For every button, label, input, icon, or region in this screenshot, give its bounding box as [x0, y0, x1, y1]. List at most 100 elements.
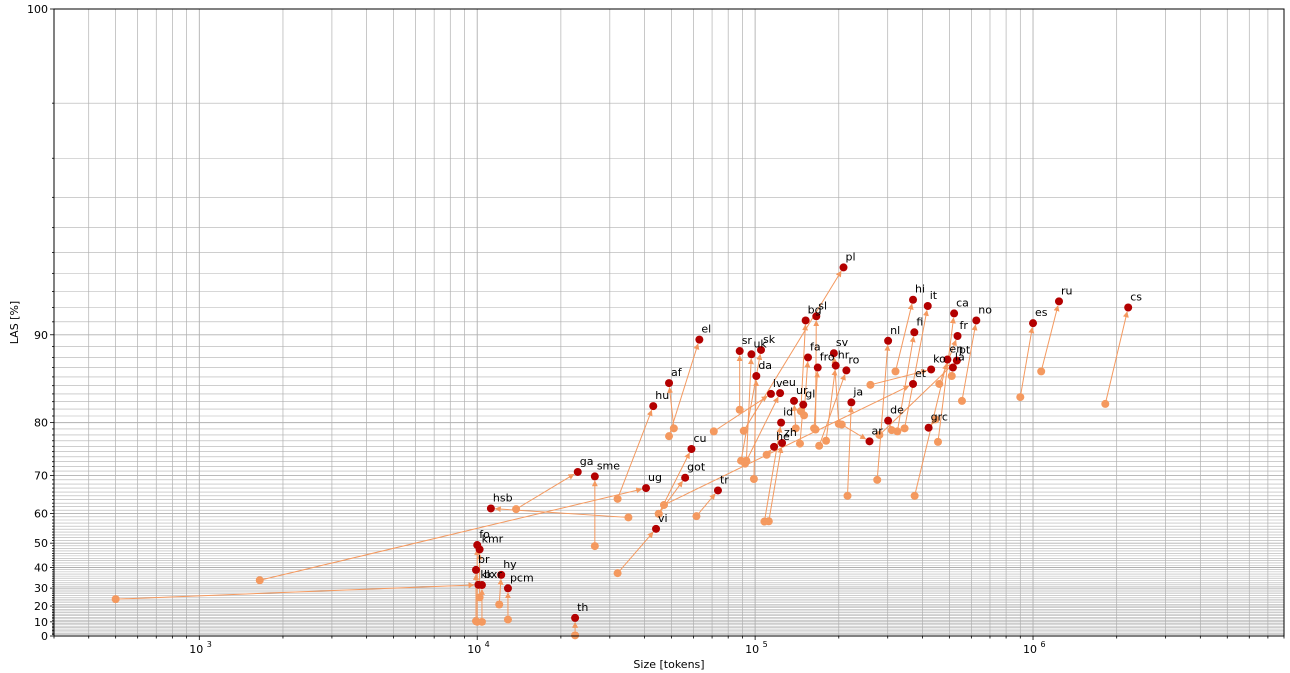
arrow-el: [668, 343, 700, 437]
point-before-hy: [495, 600, 504, 609]
point-before-pcm: [503, 615, 512, 624]
y-tick-label: 50: [34, 537, 48, 550]
x-axis-label: Size [tokens]: [633, 658, 704, 671]
arrow-hu: [617, 409, 653, 500]
point-label-it: it: [930, 289, 938, 302]
arrow-hy: [497, 578, 504, 605]
point-label-hi: hi: [915, 283, 925, 296]
arrow-ga: [515, 473, 575, 510]
point-label-kk: kk: [480, 568, 493, 581]
point-after-hu: [649, 402, 658, 411]
point-before-el: [665, 432, 674, 441]
point-label-sv: sv: [836, 336, 849, 349]
arrow-es: [1019, 327, 1035, 398]
arrow-it: [904, 309, 929, 429]
point-after-da: [752, 372, 761, 381]
point-label-id: id: [783, 406, 793, 419]
point-label-cs: cs: [1130, 291, 1142, 304]
point-label-hr: hr: [838, 349, 850, 362]
arrow-ug: [259, 487, 643, 581]
point-after-id: [777, 418, 786, 427]
point-before-tr: [692, 512, 701, 521]
point-after-ur: [789, 396, 798, 405]
point-before-pt: [875, 430, 884, 439]
point-before-grc: [931, 415, 940, 424]
point-after-hi: [909, 295, 918, 304]
arrow-nl: [876, 344, 891, 480]
point-after-vi: [652, 524, 661, 533]
y-axis: 010 20 30 40 50 60 70 80 90 100: [27, 3, 54, 643]
point-after-gl: [799, 400, 808, 409]
point-label-tr: tr: [720, 473, 729, 486]
arrow-eu: [744, 396, 779, 464]
point-before-eu: [741, 459, 750, 468]
point-after-tr: [713, 486, 722, 495]
point-after-th: [571, 613, 580, 622]
point-label-af: af: [671, 366, 683, 379]
arrow-pl: [743, 270, 842, 432]
point-label-kmr: kmr: [482, 532, 504, 545]
point-label-fa: fa: [810, 340, 821, 353]
point-before-hsb: [624, 513, 633, 522]
arrow-ca: [937, 317, 956, 442]
point-before-pl: [739, 426, 748, 435]
point-before-kmr: [475, 593, 484, 602]
point-before-lv: [709, 427, 718, 436]
x-tick-label: 10: [189, 643, 203, 656]
point-before-da: [749, 474, 758, 483]
point-label-gl: gl: [805, 388, 815, 401]
x-tick-exponent: 6: [1040, 640, 1045, 649]
point-label-th: th: [577, 601, 588, 614]
points-layer: [111, 263, 1133, 640]
point-after-sme: [590, 472, 599, 481]
point-before-hu: [613, 494, 622, 503]
y-tick-label: 70: [34, 470, 48, 483]
arrow-hr: [825, 369, 838, 441]
arrow-hi: [895, 303, 914, 372]
point-label-fi: fi: [916, 315, 923, 328]
point-after-et: [909, 379, 918, 388]
point-label-hy: hy: [503, 558, 517, 571]
point-after-es: [1029, 319, 1038, 328]
y-tick-label: 40: [34, 561, 48, 574]
arrow-ru: [1040, 305, 1060, 372]
point-label-fo: fo: [479, 528, 490, 541]
y-tick-label: 60: [34, 508, 48, 521]
point-before-kk: [111, 595, 120, 604]
point-label-ur: ur: [796, 384, 808, 397]
point-before-fa: [800, 411, 809, 420]
grid-lines: [53, 8, 1285, 637]
y-axis-label: LAS [%]: [8, 301, 21, 344]
point-label-da: da: [758, 359, 772, 372]
y-tick-label: 80: [34, 417, 48, 430]
point-label-la: la: [955, 351, 965, 364]
point-after-bg: [801, 316, 810, 325]
point-label-nl: nl: [890, 324, 900, 337]
point-label-cu: cu: [693, 432, 706, 445]
point-label-fr: fr: [960, 319, 969, 332]
point-before-de: [887, 426, 896, 435]
arrow-sl: [813, 320, 820, 430]
point-after-sk: [757, 345, 766, 354]
point-after-ca: [950, 309, 959, 318]
point-after-pt: [952, 356, 961, 365]
point-label-zh: zh: [784, 426, 797, 439]
y-tick-label: 10: [34, 616, 48, 629]
point-after-hr: [831, 361, 840, 370]
point-label-hu: hu: [655, 389, 669, 402]
point-before-zh: [764, 517, 773, 526]
point-after-ja: [847, 398, 856, 407]
point-label-ca: ca: [956, 296, 969, 309]
point-after-fr: [953, 332, 962, 341]
point-label-sk: sk: [763, 333, 776, 346]
arrow-lv: [713, 395, 768, 432]
point-before-gl: [795, 439, 804, 448]
arrow-ja: [847, 406, 854, 496]
point-label-grc: grc: [931, 411, 948, 424]
point-after-br: [472, 565, 481, 574]
point-label-et: et: [915, 367, 927, 380]
point-before-la: [947, 372, 956, 381]
arrow-bg: [800, 324, 809, 412]
point-label-pcm: pcm: [510, 571, 534, 584]
arrow-kk: [115, 582, 475, 600]
